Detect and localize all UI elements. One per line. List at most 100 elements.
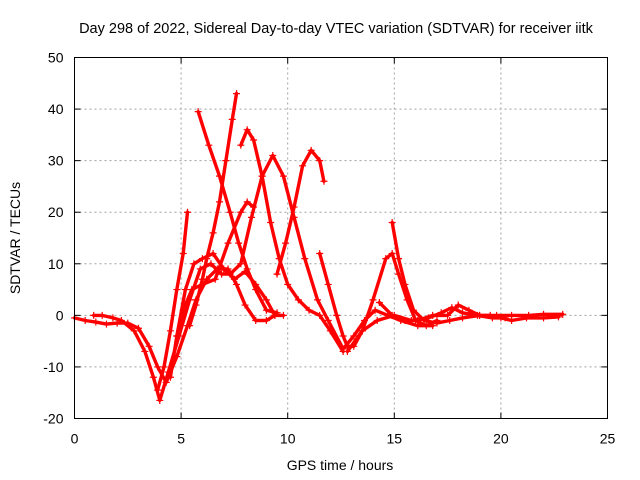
series-track-11 — [388, 219, 567, 327]
x-tick-label: 25 — [600, 431, 616, 447]
data-point — [488, 314, 496, 322]
data-point — [190, 260, 198, 268]
data-point — [192, 301, 200, 309]
data-point — [501, 314, 509, 322]
series-track-6 — [186, 90, 241, 330]
data-point — [179, 249, 187, 257]
data-point — [220, 265, 228, 273]
data-point — [109, 314, 117, 322]
series-track-5 — [154, 208, 191, 394]
data-point — [209, 229, 217, 237]
series-line — [155, 210, 190, 392]
data-point — [117, 317, 125, 325]
data-point — [130, 327, 138, 335]
data-point — [301, 255, 309, 263]
data-point — [98, 311, 106, 319]
data-point — [233, 280, 241, 288]
data-point — [224, 239, 232, 247]
data-point — [422, 322, 430, 330]
data-point — [437, 309, 445, 317]
series-track-8 — [237, 126, 347, 355]
data-point — [409, 306, 417, 314]
data-point — [459, 309, 467, 317]
data-point — [145, 342, 153, 350]
data-point — [446, 317, 454, 325]
data-point — [407, 317, 415, 325]
data-point — [205, 141, 213, 149]
y-tick-label: 40 — [48, 101, 64, 117]
data-point — [92, 318, 100, 326]
data-point — [154, 363, 162, 371]
data-point — [316, 249, 324, 257]
data-point — [222, 157, 230, 165]
data-point — [350, 332, 358, 340]
data-point — [320, 177, 328, 185]
y-tick-label: 10 — [48, 256, 64, 272]
data-point — [279, 311, 287, 319]
data-point — [203, 255, 211, 263]
series-line — [239, 127, 345, 354]
data-point — [540, 314, 548, 322]
data-point — [183, 208, 191, 216]
data-point — [237, 260, 245, 268]
series-track-2 — [90, 151, 437, 404]
data-point — [250, 203, 258, 211]
data-point — [134, 324, 142, 332]
data-point — [473, 311, 481, 319]
x-tick-label: 10 — [280, 431, 296, 447]
data-point — [282, 239, 290, 247]
data-point — [160, 363, 168, 371]
data-point — [209, 249, 217, 257]
data-point — [179, 306, 187, 314]
data-point — [333, 311, 341, 319]
data-point — [269, 151, 277, 159]
series-track-7 — [194, 108, 281, 317]
data-point — [307, 146, 315, 154]
data-point — [262, 306, 270, 314]
data-point — [401, 280, 409, 288]
x-tick-label: 5 — [177, 431, 185, 447]
series-line — [318, 251, 439, 348]
data-point — [388, 219, 396, 227]
data-point — [149, 373, 157, 381]
data-point — [173, 332, 181, 340]
data-point — [215, 172, 223, 180]
data-point — [382, 255, 390, 263]
series-line — [92, 153, 435, 403]
data-point — [250, 136, 258, 144]
data-point — [358, 327, 366, 335]
data-point — [390, 311, 398, 319]
data-point — [522, 314, 530, 322]
data-point — [154, 386, 162, 394]
data-point — [433, 319, 441, 327]
data-point — [559, 310, 567, 318]
data-point — [156, 396, 164, 404]
data-point — [305, 306, 313, 314]
data-point — [448, 304, 456, 312]
axis-ticks: 0 5 10 15 20 25 -20 -10 0 10 20 30 40 50 — [43, 50, 615, 447]
data-point — [444, 311, 452, 319]
series-layer — [71, 90, 567, 404]
data-point — [262, 296, 270, 304]
data-point — [237, 208, 245, 216]
data-point — [262, 317, 270, 325]
data-point — [237, 141, 245, 149]
data-point — [186, 322, 194, 330]
data-point — [284, 280, 292, 288]
data-point — [273, 270, 281, 278]
grid — [74, 57, 608, 419]
y-tick-label: 30 — [48, 153, 64, 169]
data-point — [235, 239, 243, 247]
data-point — [215, 198, 223, 206]
chart-title: Day 298 of 2022, Sidereal Day-to-day VTE… — [79, 21, 594, 37]
data-point — [207, 260, 215, 268]
data-point — [343, 347, 351, 355]
plot-frame — [74, 57, 608, 419]
x-tick-label: 15 — [387, 431, 403, 447]
data-point — [198, 275, 206, 283]
data-point — [314, 296, 322, 304]
data-point — [294, 296, 302, 304]
y-tick-label: 20 — [48, 204, 64, 220]
data-point — [373, 317, 381, 325]
